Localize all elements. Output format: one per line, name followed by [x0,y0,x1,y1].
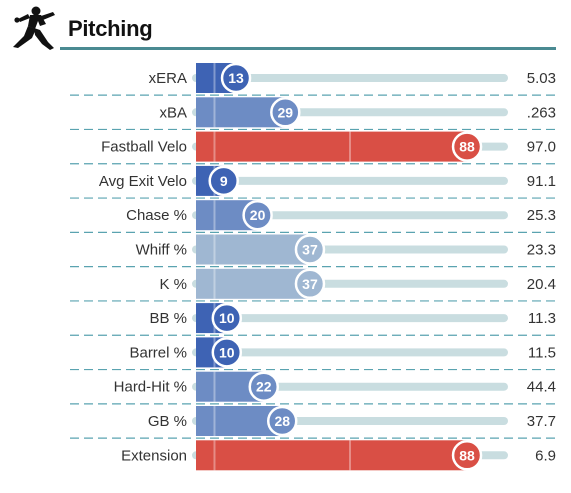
percentile-bubble [266,405,298,437]
percentile-bubble [451,131,483,162]
percentile-label: 10 [219,344,235,360]
percentile-bubble [294,268,326,300]
percentile-bubble [220,62,252,94]
stat-value: 91.1 [527,173,556,190]
stat-value: 23.3 [527,242,556,259]
percentile-bubble [242,199,273,231]
percentile-label: 88 [459,447,475,463]
metric-label: BB % [149,310,187,327]
percentile-label: 28 [274,413,290,429]
stat-value: 97.0 [527,139,556,156]
percentile-bar [196,440,468,471]
metric-label: K % [159,276,187,293]
percentile-bubble [270,97,301,128]
metric-label: GB % [148,413,187,430]
stat-value: 5.03 [527,70,556,87]
section-title: Pitching [68,16,153,41]
percentile-bar [196,131,468,162]
percentile-label: 9 [220,173,228,189]
percentile-label: 37 [302,242,318,258]
percentile-bubble [211,302,243,334]
header-rule [60,47,556,50]
metric-label: Extension [121,447,187,464]
percentile-label: 37 [302,276,318,292]
metric-label: Avg Exit Velo [99,173,187,190]
percentile-bubble [248,371,280,402]
stat-value: 11.5 [528,344,556,361]
stat-value: 11.3 [528,310,556,327]
percentile-label: 20 [250,207,266,223]
percentile-bubble [208,165,239,197]
section-header: Pitching [0,0,571,52]
stat-value: 25.3 [527,207,556,224]
stat-value: .263 [527,104,556,121]
percentile-bar [196,268,310,299]
percentile-label: 88 [459,139,475,155]
percentile-bubble [451,440,483,471]
percentile-label: 29 [278,104,294,120]
metric-label: xBA [159,104,187,121]
percentile-bubble [211,337,243,368]
stat-value: 20.4 [527,276,556,293]
percentile-bar [196,234,310,265]
stat-value: 6.9 [535,447,556,464]
stat-value: 44.4 [527,379,556,396]
metric-label: Fastball Velo [101,139,187,156]
percentile-label: 10 [219,310,235,326]
percentile-label: 22 [256,379,272,395]
percentile-label: 13 [228,70,244,86]
percentile-bubble [294,234,326,265]
metric-label: Barrel % [129,344,187,361]
stat-value: 37.7 [527,413,556,430]
metric-label: Chase % [126,207,187,224]
metric-label: Hard-Hit % [114,379,187,396]
pitcher-silhouette-icon [13,6,55,50]
metric-label: Whiff % [136,242,187,259]
metric-label: xERA [149,70,187,87]
